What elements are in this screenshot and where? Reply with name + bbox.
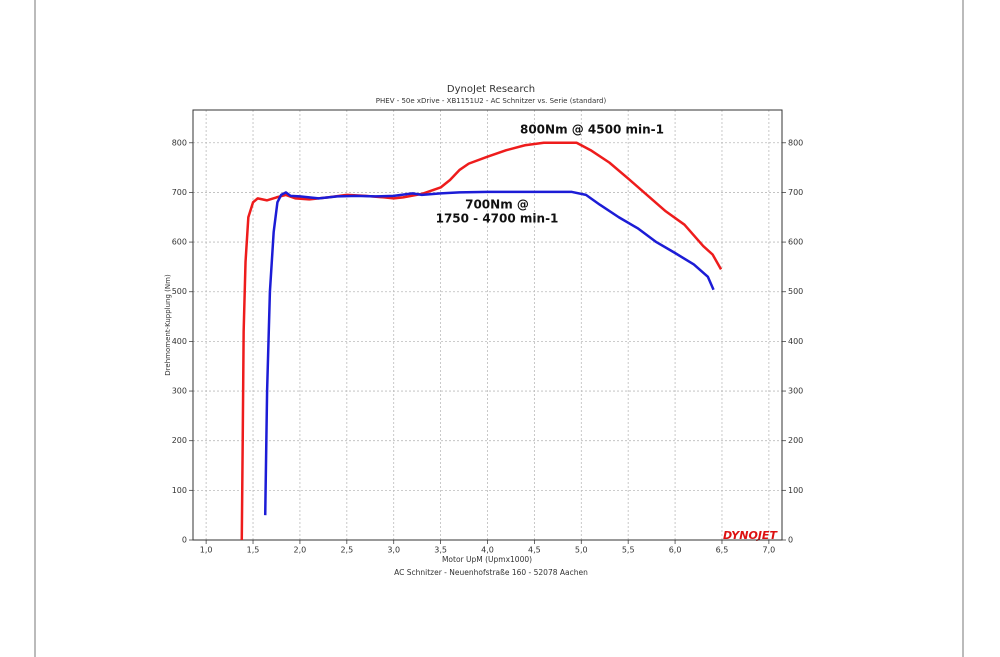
x-tick-label: 2,5 — [340, 546, 353, 555]
y-tick-label: 300 — [172, 387, 187, 396]
y-tick-label: 200 — [172, 436, 187, 445]
x-tick-label: 6,5 — [716, 546, 729, 555]
y-tick-label: 0 — [182, 536, 187, 545]
y-tick-label: 500 — [172, 287, 187, 296]
y2-tick-label: 700 — [788, 188, 803, 197]
annotation: 700Nm @ — [465, 198, 529, 212]
y2-tick-label: 200 — [788, 436, 803, 445]
x-tick-label: 1,5 — [247, 546, 260, 555]
y-tick-label: 600 — [172, 238, 187, 247]
data-line — [240, 141, 723, 541]
annotation: 800Nm @ 4500 min-1 — [520, 123, 664, 137]
logo: DYNOJET — [723, 529, 778, 542]
plot-frame — [192, 109, 783, 541]
y-axis-label: Drehmoment-Kupplung (Nm) — [164, 274, 172, 376]
y-tick-label: 100 — [172, 486, 187, 495]
x-tick-label: 3,5 — [434, 546, 447, 555]
y2-tick-label: 300 — [788, 387, 803, 396]
chart-subtitle: PHEV - 50e xDrive - XB1151U2 - AC Schnit… — [376, 97, 607, 105]
x-axis-label: Motor UpM (Upmx1000) — [442, 555, 532, 564]
footer: AC Schnitzer - Neuenhofstraße 160 - 5207… — [394, 568, 588, 577]
y2-tick-label: 0 — [788, 536, 793, 545]
x-tick-label: 6,0 — [669, 546, 682, 555]
data-line — [263, 190, 715, 516]
y-tick-label: 700 — [172, 188, 187, 197]
y-tick-label: 400 — [172, 337, 187, 346]
y2-tick-label: 400 — [788, 337, 803, 346]
x-tick-label: 1,0 — [200, 546, 213, 555]
y2-tick-label: 600 — [788, 238, 803, 247]
annotation: 1750 - 4700 min-1 — [436, 212, 559, 226]
x-tick-label: 7,0 — [763, 546, 776, 555]
x-tick-label: 2,0 — [294, 546, 307, 555]
chart-title: DynoJet Research — [447, 84, 535, 95]
x-tick-label: 3,0 — [387, 546, 400, 555]
x-tick-label: 5,0 — [575, 546, 588, 555]
y-tick-label: 800 — [172, 138, 187, 147]
y2-tick-label: 500 — [788, 287, 803, 296]
x-tick-label: 4,0 — [481, 546, 494, 555]
x-tick-label: 5,5 — [622, 546, 635, 555]
y2-tick-label: 100 — [788, 486, 803, 495]
x-tick-label: 4,5 — [528, 546, 541, 555]
y2-tick-label: 800 — [788, 138, 803, 147]
